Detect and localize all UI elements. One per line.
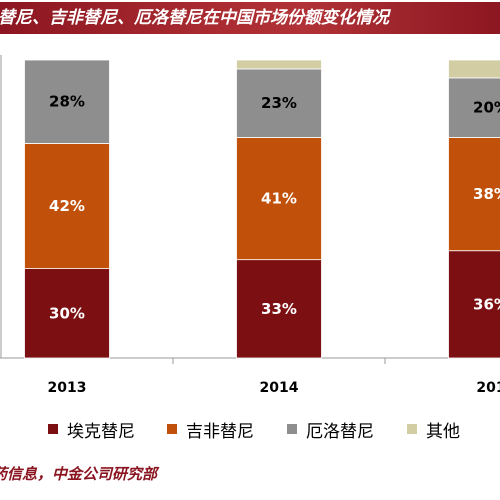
data-label-201-吉非替尼: 38%	[473, 185, 500, 203]
legend-item-3: 其他	[407, 417, 460, 442]
bar-2014-其他	[236, 59, 322, 70]
legend-item-0: 埃克替尼	[48, 417, 135, 442]
source-note: 药信息，中金公司研究部	[0, 465, 158, 483]
x-tick-label-2: 201	[476, 380, 500, 396]
data-label-2014-埃克替尼: 33%	[261, 300, 297, 318]
legend-swatch-2	[287, 424, 297, 434]
data-label-2014-吉非替尼: 41%	[261, 190, 297, 208]
data-label-201-厄洛替尼: 20%	[473, 99, 500, 117]
legend-item-2: 厄洛替尼	[287, 417, 374, 442]
legend-swatch-3	[407, 424, 417, 434]
bar-2014-厄洛替尼	[236, 68, 322, 138]
data-label-2013-吉非替尼: 42%	[49, 197, 85, 215]
data-label-2013-厄洛替尼: 28%	[49, 93, 85, 111]
legend: 埃克替尼 吉非替尼 厄洛替尼 其他	[0, 415, 500, 445]
bar-2013-厄洛替尼	[24, 59, 110, 144]
bar-201-厄洛替尼	[448, 77, 500, 138]
data-label-2014-厄洛替尼: 23%	[261, 94, 297, 112]
bar-201-埃克替尼	[448, 250, 500, 359]
x-tick-label-1: 2014	[260, 380, 299, 396]
legend-item-1: 吉非替尼	[167, 417, 254, 442]
data-label-2013-埃克替尼: 30%	[49, 304, 85, 322]
legend-swatch-1	[167, 424, 177, 434]
legend-label-1: 吉非替尼	[186, 421, 254, 442]
x-tick-label-0: 2013	[48, 380, 87, 396]
legend-swatch-0	[48, 424, 58, 434]
legend-label-0: 埃克替尼	[67, 421, 135, 442]
bar-201-其他	[448, 59, 500, 79]
bar-2014-埃克替尼	[236, 259, 322, 359]
bar-2013-吉非替尼	[24, 143, 110, 270]
bar-201-吉非替尼	[448, 137, 500, 252]
bar-2014-吉非替尼	[236, 137, 322, 261]
data-label-201-埃克替尼: 36%	[473, 295, 500, 313]
legend-label-2: 厄洛替尼	[306, 421, 374, 442]
legend-label-3: 其他	[426, 421, 460, 442]
chart-title: 替尼、吉非替尼、厄洛替尼在中国市场份额变化情况	[0, 2, 500, 34]
